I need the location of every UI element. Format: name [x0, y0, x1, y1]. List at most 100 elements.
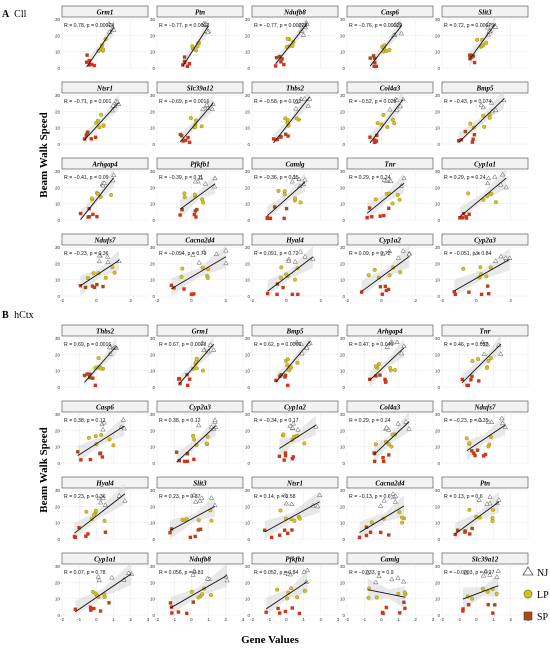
facet-stat-label: R = −0.23, p = 0.36	[64, 251, 109, 257]
point-sp	[179, 134, 184, 138]
point-sp	[367, 206, 372, 210]
y-tick-label: 20	[340, 185, 346, 190]
point-sp	[275, 292, 279, 297]
point-lp	[470, 358, 475, 363]
point-lp	[276, 188, 281, 193]
y-tick-label: 0	[152, 218, 155, 223]
point-lp	[109, 192, 114, 197]
point-lp	[490, 515, 495, 520]
y-tick-label: 30	[150, 336, 156, 341]
point-sp	[461, 607, 465, 611]
facet-stat-label: R = 0.29, p = 0.24	[349, 175, 391, 181]
point-lp	[278, 275, 283, 280]
point-lp	[200, 265, 205, 270]
point-nj	[289, 501, 295, 506]
point-sp	[472, 133, 477, 137]
regression-line	[469, 23, 496, 60]
point-lp	[388, 365, 393, 370]
point-lp	[285, 357, 290, 362]
point-sp	[455, 528, 460, 532]
confidence-band	[74, 483, 125, 539]
y-tick-label: 20	[245, 580, 251, 585]
y-tick-label: 20	[245, 33, 251, 38]
point-nj	[110, 102, 116, 108]
point-sp	[453, 532, 457, 537]
facet-b-cyp1a2: Cyp1a2 0 10 20 30R = −0.34, p = 0.17	[245, 400, 339, 466]
facet-stat-label: R = −0.41, p = 0.09	[64, 175, 109, 181]
point-nj	[376, 573, 382, 579]
point-sp	[364, 525, 369, 529]
point-sp	[90, 284, 95, 288]
y-tick-label: 10	[245, 597, 251, 602]
facet-stat-label: R = 0.69, p = 0.0016	[64, 342, 111, 348]
facet-gene-title: Ndufs7	[473, 404, 496, 412]
regression-line	[264, 501, 320, 533]
point-lp	[481, 113, 486, 118]
point-lp	[194, 48, 199, 53]
point-nj	[197, 175, 204, 180]
confidence-band	[369, 90, 404, 144]
point-sp	[185, 452, 190, 456]
point-sp	[371, 54, 376, 58]
point-sp	[491, 611, 495, 615]
facet-gene-title: Bmp5	[285, 328, 304, 336]
point-lp	[281, 432, 286, 437]
point-nj	[406, 251, 412, 257]
y-tick-label: 20	[245, 109, 251, 114]
point-sp	[383, 284, 388, 289]
facet-b-ptn: Ptn 0 10 20 30R = 0.13, p = 0.6	[435, 476, 529, 542]
y-tick-label: 30	[435, 17, 441, 22]
facet-stat-label: R = 0.13, p = 0.6	[444, 494, 483, 500]
y-tick-label: 30	[340, 17, 346, 22]
confidence-band	[170, 496, 215, 539]
point-nj	[96, 577, 102, 583]
point-sp	[472, 60, 477, 65]
point-lp	[192, 192, 197, 197]
facet-stat-label: R = −0.77, p = 0.00021	[254, 23, 307, 29]
point-lp	[387, 47, 392, 52]
y-tick-label: 20	[55, 261, 61, 266]
x-tick-label: -2	[155, 617, 159, 622]
point-sp	[468, 53, 473, 57]
facet-strip	[346, 81, 434, 94]
point-sp	[188, 535, 193, 540]
point-sp	[92, 606, 96, 611]
regression-line	[182, 25, 209, 67]
point-nj	[196, 259, 202, 265]
point-sp	[275, 137, 279, 142]
point-sp	[467, 290, 471, 294]
y-tick-label: 0	[152, 142, 155, 147]
point-sp	[373, 60, 377, 65]
point-nj	[289, 178, 295, 184]
facet-gene-title: Grm1	[97, 9, 114, 17]
regression-line	[179, 183, 216, 210]
point-lp	[476, 357, 481, 362]
point-lp	[386, 442, 391, 447]
point-nj	[401, 175, 407, 181]
point-sp	[290, 456, 295, 461]
y-tick-label: 0	[437, 142, 440, 147]
regression-line	[461, 343, 502, 383]
point-sp	[79, 458, 83, 462]
point-sp	[277, 54, 282, 59]
facet-gene-title: Ndufs7	[93, 237, 116, 245]
point-sp	[88, 457, 93, 462]
point-lp	[488, 356, 493, 361]
point-nj	[304, 567, 310, 573]
confidence-band	[374, 411, 410, 463]
point-nj	[476, 497, 482, 502]
point-lp	[287, 368, 292, 373]
y-tick-label: 10	[245, 126, 251, 131]
point-sp	[269, 535, 274, 540]
panel-a-label: A Cll	[2, 9, 27, 20]
point-nj	[211, 183, 218, 189]
y-tick-label: 30	[245, 17, 251, 22]
point-sp	[461, 609, 465, 613]
x-tick-label: 2	[510, 617, 513, 622]
facet-gene-title: Slc39a12	[187, 85, 214, 93]
y-tick-label: 10	[340, 597, 346, 602]
x-tick-label: -2	[60, 298, 64, 303]
facet-stat-label: R = 0.091, p = 0.72	[254, 251, 299, 257]
point-lp	[182, 195, 187, 200]
